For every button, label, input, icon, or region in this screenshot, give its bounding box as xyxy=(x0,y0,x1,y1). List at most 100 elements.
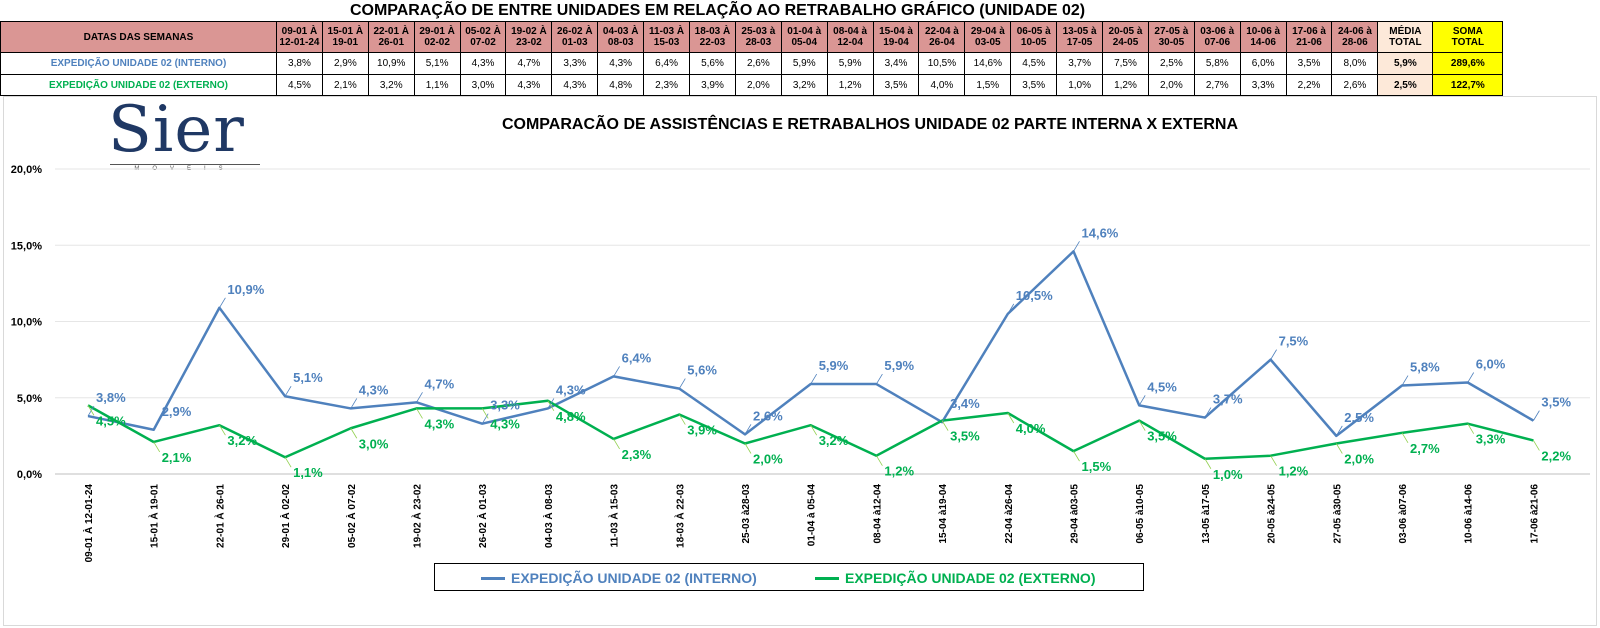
header-line-1: 04-03 À xyxy=(602,26,639,37)
y-tick-label: 0,0% xyxy=(17,469,42,481)
data-label: 2,1% xyxy=(162,450,192,465)
leader-line xyxy=(219,297,226,308)
header-line-1: 18-03 À xyxy=(694,26,731,37)
header-line-2: 12-04 xyxy=(837,37,863,48)
leader-line xyxy=(219,424,226,436)
leader-line xyxy=(547,400,555,412)
leader-line xyxy=(613,366,620,377)
week-header: 10-06 à 14-06 xyxy=(1239,21,1287,53)
x-tick-label: 15-04 à19-04 xyxy=(938,484,949,544)
data-label: 3,4% xyxy=(950,396,980,411)
chart-area xyxy=(3,96,1597,626)
logo-word: Sier xyxy=(108,93,245,167)
header-line-2: TOTAL xyxy=(1451,37,1485,48)
week-header: 25-03 à 28-03 xyxy=(734,21,782,53)
data-label: 6,4% xyxy=(622,350,652,365)
header-line-1: 19-02 À xyxy=(511,26,547,37)
week-header: 22-04 à 26-04 xyxy=(918,21,966,53)
x-tick-label: 09-01 À 12-01-24 xyxy=(82,484,95,563)
table-cell: 4,5% xyxy=(276,74,323,96)
data-label: 4,0% xyxy=(1016,421,1046,436)
leader-line xyxy=(547,398,555,409)
leader-line xyxy=(1401,432,1409,444)
header-line-1: 09-01 À xyxy=(281,26,318,37)
leader-line xyxy=(678,414,686,425)
legend-label-externo: EXPEDIÇÃO UNIDADE 02 (EXTERNO) xyxy=(845,570,1096,586)
leader-line xyxy=(613,438,620,450)
leader-line xyxy=(1204,407,1212,418)
data-label: 2,9% xyxy=(162,404,192,419)
table-cell: 2,0% xyxy=(1147,74,1195,96)
data-label: 4,3% xyxy=(425,416,455,431)
week-header: 24-06 à 28-06 xyxy=(1331,21,1379,53)
leader-line xyxy=(1270,349,1277,360)
chart-title: COMPARACÃO DE ASSISTÊNCIAS E RETRABALHOS… xyxy=(501,116,1239,133)
table-cell: 3,2% xyxy=(367,74,415,96)
leader-line xyxy=(416,392,423,403)
leader-line xyxy=(350,428,358,439)
x-tick-label: 05-02 À 07-02 xyxy=(345,484,358,548)
data-label: 1,2% xyxy=(1279,464,1309,479)
x-tick-label: 11-03 À 15-03 xyxy=(608,484,621,548)
x-tick-label: 22-01 À 26-01 xyxy=(213,484,226,548)
header-line-1: 13-05 à xyxy=(1062,26,1097,37)
header-line-2: 01-03 xyxy=(562,37,588,48)
data-label: 3,7% xyxy=(1213,392,1243,407)
leader-line xyxy=(810,373,818,385)
x-tick-label: 03-06 à07-06 xyxy=(1398,484,1409,544)
data-label: 2,7% xyxy=(1410,441,1440,456)
week-header: 17-06 à 21-06 xyxy=(1285,21,1333,53)
week-header: 04-03 À 08-03 xyxy=(597,21,645,53)
data-label: 3,9% xyxy=(687,423,717,438)
chart-legend: EXPEDIÇÃO UNIDADE 02 (INTERNO) EXPEDIÇÃO… xyxy=(434,563,1144,591)
week-header: 15-04 à 19-04 xyxy=(872,21,920,53)
header-line-1: 06-05 à xyxy=(1016,26,1051,37)
header-line-2: 08-03 xyxy=(607,37,634,48)
soma-value: 289,6% xyxy=(1432,52,1504,75)
table-cell: 2,6% xyxy=(1331,74,1379,96)
leader-line xyxy=(1073,241,1080,252)
data-label: 4,7% xyxy=(425,376,455,391)
data-label: 1,5% xyxy=(1082,459,1112,474)
leader-line xyxy=(284,457,292,468)
table-cell: 3,3% xyxy=(1239,74,1287,96)
data-label: 2,3% xyxy=(622,447,652,462)
x-tick-label: 19-02 À 23-02 xyxy=(411,484,424,548)
header-line-1: 17-06 à xyxy=(1292,26,1326,37)
header-line-2: 05-04 xyxy=(791,37,818,48)
week-header: 29-04 à 03-05 xyxy=(964,21,1012,53)
x-tick-label: 18-03 À 22-03 xyxy=(673,484,686,548)
header-line-1: 25-03 à xyxy=(741,26,776,37)
soma-value: 122,7% xyxy=(1432,74,1504,96)
leader-line xyxy=(876,455,883,466)
x-tick-label: 29-01 À 02-02 xyxy=(279,484,292,548)
header-line-1: 27-05 à xyxy=(1154,26,1189,37)
leader-line xyxy=(153,419,161,430)
header-line-2: 28-06 xyxy=(1342,37,1368,48)
header-line-1: 08-04 à xyxy=(833,26,868,37)
data-label: 10,9% xyxy=(227,282,264,297)
x-tick-label: 27-05 à30-05 xyxy=(1332,484,1343,544)
x-tick-label: 15-01 À 19-01 xyxy=(148,484,161,548)
leader-line xyxy=(876,373,883,385)
header-line-2: 23-02 xyxy=(516,37,542,48)
table-cell: 4,8% xyxy=(597,74,645,96)
week-header: 13-05 à 17-05 xyxy=(1056,21,1104,53)
data-label: 2,2% xyxy=(1541,448,1571,463)
series-line-interno xyxy=(87,250,1535,438)
data-label: 3,3% xyxy=(1476,432,1506,447)
data-label: 4,8% xyxy=(556,409,586,424)
leader-line xyxy=(1073,450,1080,462)
header-line-2: 21-06 xyxy=(1296,37,1322,48)
leader-line xyxy=(1533,410,1540,421)
x-tick-label: 20-05 à24-05 xyxy=(1267,484,1278,544)
week-header: 27-05 à 30-05 xyxy=(1147,21,1195,53)
leader-line xyxy=(941,420,949,431)
data-label: 4,3% xyxy=(490,416,520,431)
header-line-1: SOMA xyxy=(1452,26,1483,37)
data-label: 3,0% xyxy=(359,436,389,451)
leader-line xyxy=(350,398,358,409)
week-header: 01-04 à 05-04 xyxy=(780,21,828,53)
week-header: 20-05 à 24-05 xyxy=(1102,21,1149,53)
